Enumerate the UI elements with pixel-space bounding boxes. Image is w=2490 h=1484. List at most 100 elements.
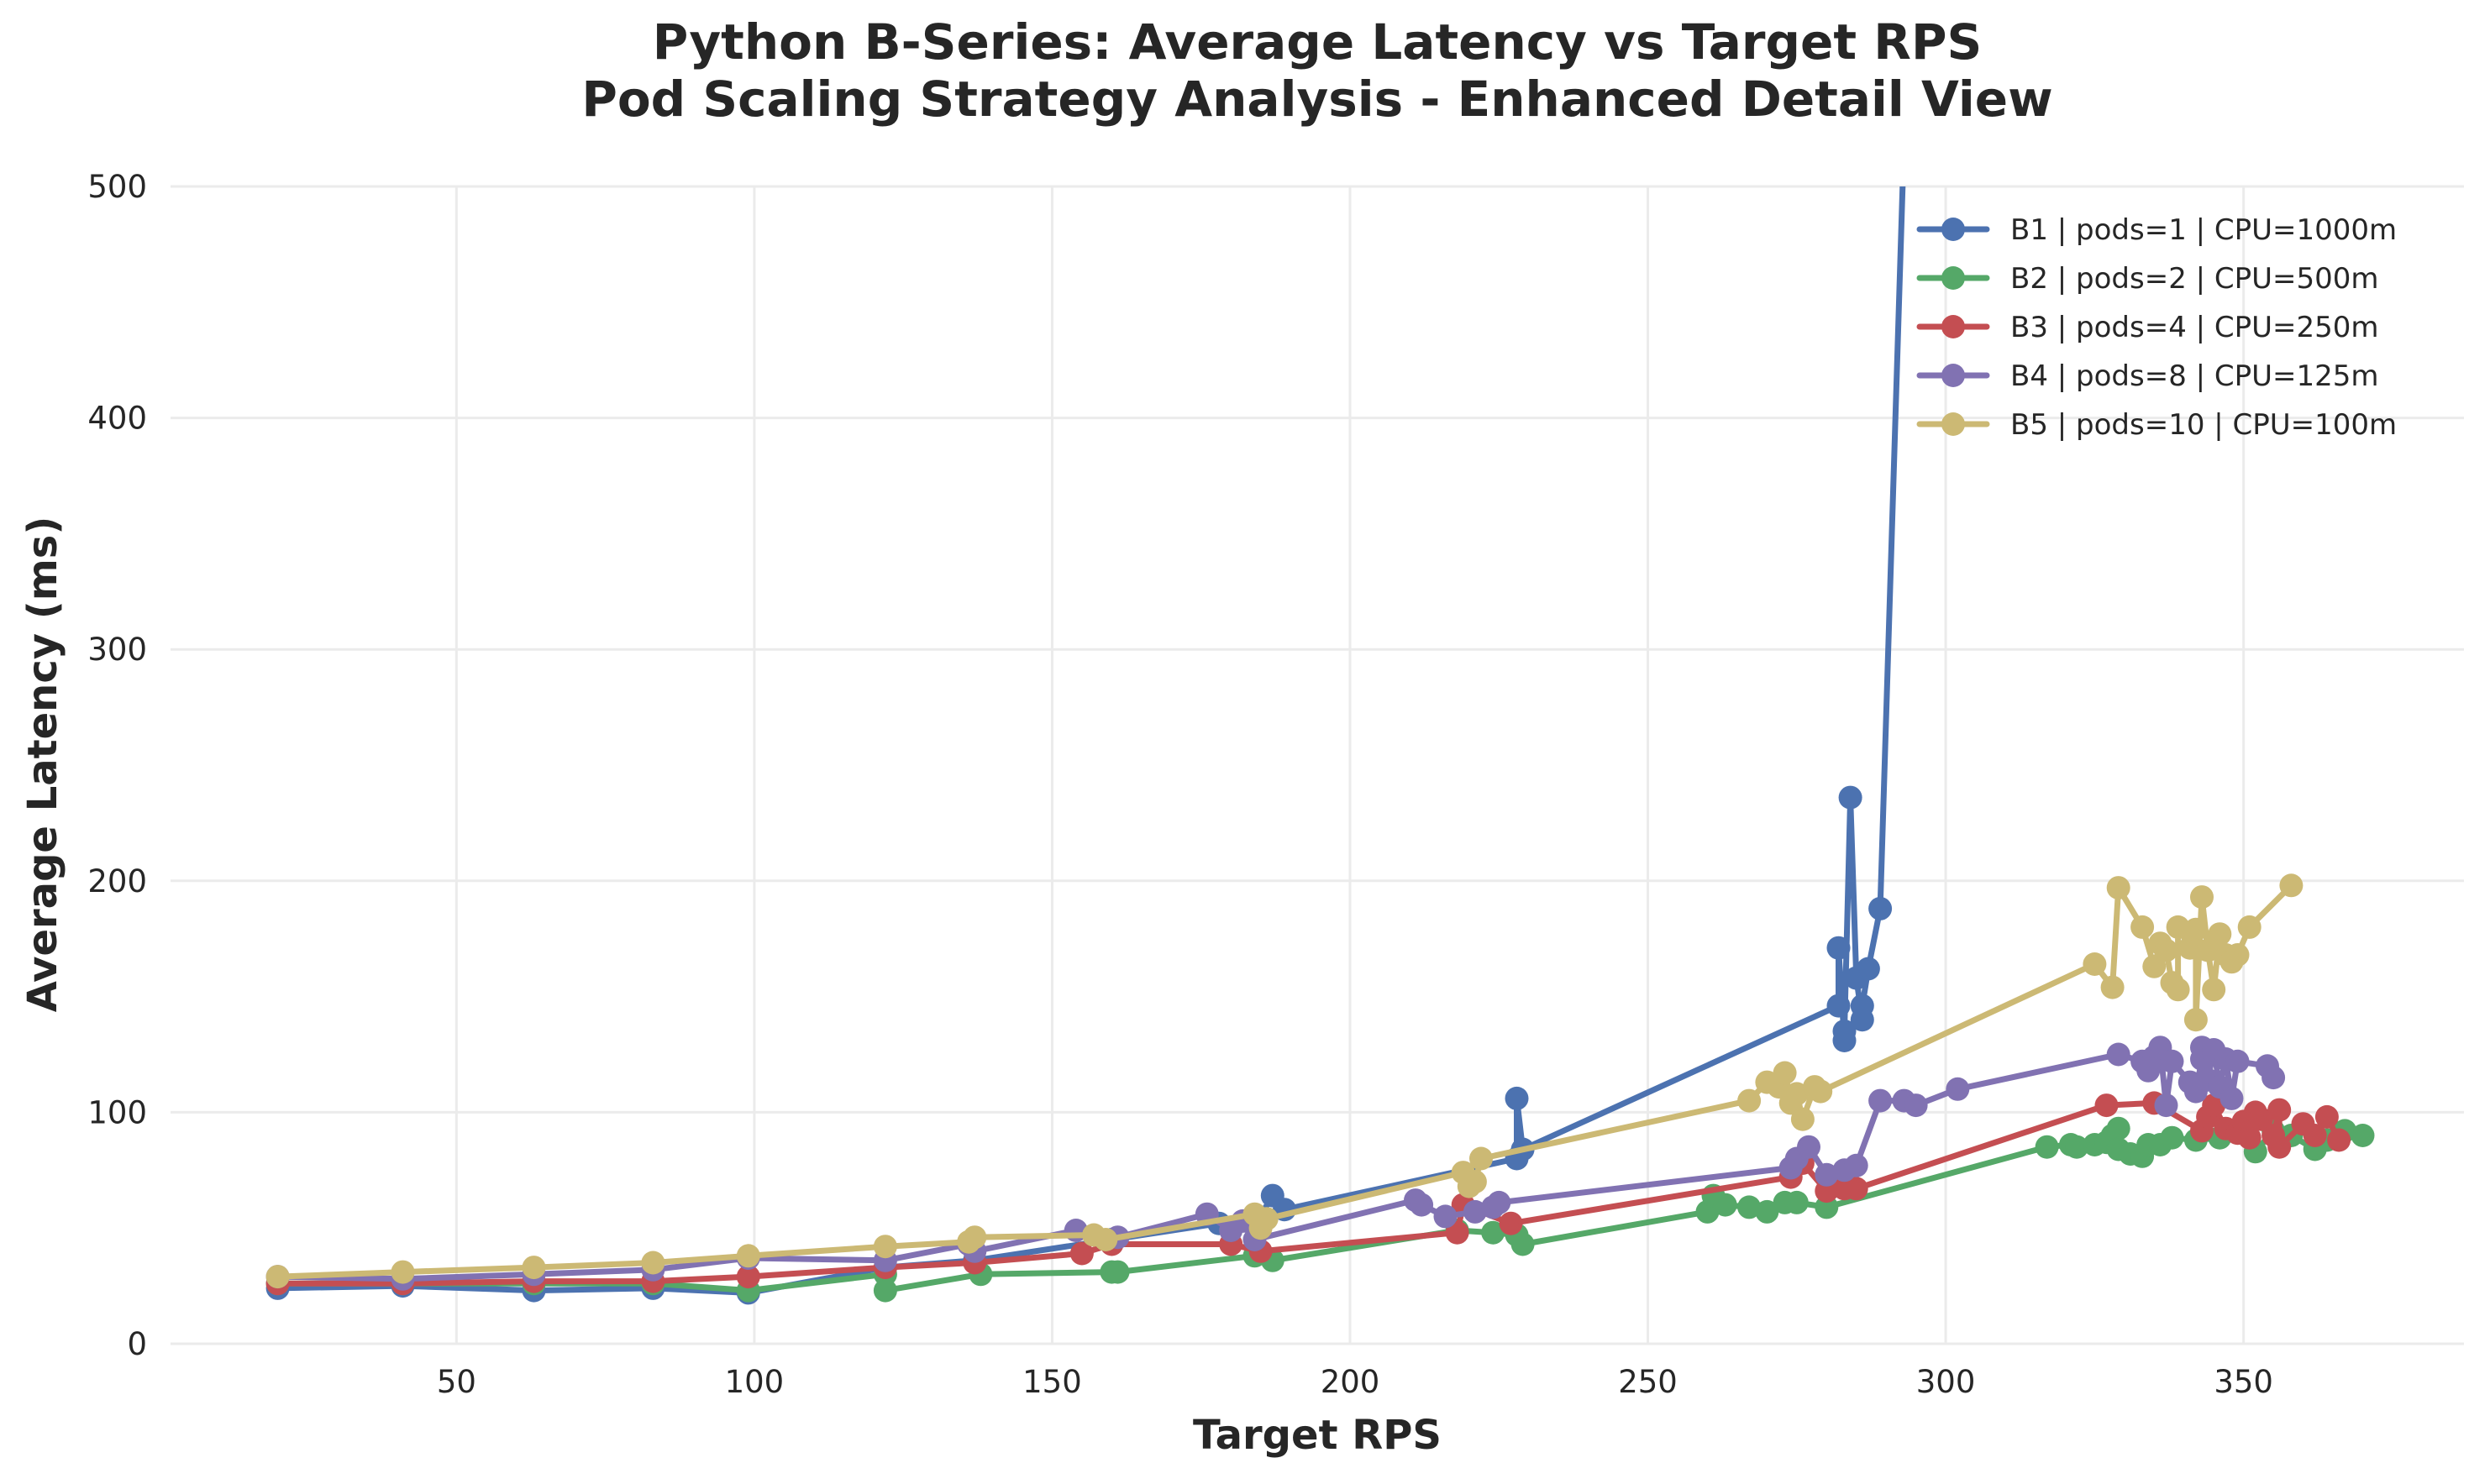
data-point — [1445, 1220, 1469, 1245]
axis-ticks: 50 100 150 200 250 300 350 0 100 200 300 400 500 — [87, 169, 2273, 1400]
data-point — [1487, 1190, 1511, 1214]
data-point — [2208, 922, 2232, 947]
data-point — [873, 1235, 897, 1259]
data-point — [1844, 1153, 1868, 1177]
x-tick-label: 50 — [437, 1364, 476, 1400]
data-point — [2035, 1135, 2059, 1159]
legend-item: B3 | pods=4 | CPU=250m — [1916, 311, 2379, 344]
data-point — [1463, 1199, 1487, 1224]
data-point — [1838, 785, 1862, 810]
data-point — [1893, 128, 1916, 152]
data-point — [1505, 1086, 1529, 1110]
data-point — [2202, 978, 2226, 1002]
data-point — [2261, 1066, 2286, 1090]
data-point — [1737, 1195, 1762, 1219]
data-point — [2190, 885, 2214, 910]
data-point — [1815, 1179, 1839, 1203]
data-point — [1463, 1170, 1487, 1194]
x-tick-label: 100 — [725, 1364, 785, 1400]
legend-swatch-marker — [1941, 364, 1965, 387]
y-tick-label: 100 — [87, 1094, 147, 1130]
legend-label: B1 | pods=1 | CPU=1000m — [2010, 213, 2397, 247]
data-point — [1815, 1195, 1839, 1219]
data-point — [1784, 1082, 1809, 1106]
data-point — [2166, 915, 2190, 939]
data-point — [1844, 1177, 1868, 1201]
y-tick-label: 200 — [87, 863, 147, 899]
data-point — [2154, 1093, 2178, 1118]
data-point — [963, 1225, 987, 1250]
data-point — [641, 1251, 665, 1275]
data-point — [1797, 1135, 1820, 1159]
data-point — [1815, 1162, 1839, 1187]
data-point — [2351, 1124, 2375, 1147]
y-tick-label: 500 — [87, 169, 147, 205]
legend-label: B3 | pods=4 | CPU=250m — [2010, 311, 2379, 344]
y-tick-label: 400 — [87, 401, 147, 437]
data-point — [1868, 1088, 1893, 1113]
data-point — [2219, 1086, 2244, 1110]
x-tick-label: 150 — [1022, 1364, 1082, 1400]
series-5 — [265, 873, 2304, 1289]
data-point — [1946, 1077, 1970, 1101]
data-point — [1773, 1061, 1797, 1085]
data-point — [1499, 1211, 1523, 1235]
data-point — [1809, 1079, 1833, 1104]
data-point — [1826, 994, 1851, 1018]
series-line — [275, 1044, 2277, 1282]
data-point — [1856, 957, 1880, 981]
legend-item: B4 | pods=8 | CPU=125m — [1916, 359, 2379, 393]
data-point — [1868, 896, 1893, 920]
data-point — [1904, 1093, 1928, 1118]
data-point — [1254, 1207, 1279, 1231]
data-point — [2083, 952, 2107, 976]
plot-area — [265, 128, 2375, 1305]
data-point — [1469, 1146, 1493, 1171]
data-point — [2327, 1128, 2351, 1152]
data-point — [2237, 915, 2261, 939]
legend-label: B4 | pods=8 | CPU=125m — [2010, 359, 2379, 393]
series-4 — [265, 1036, 2286, 1291]
data-point — [2154, 938, 2178, 962]
data-point — [1094, 1228, 1118, 1251]
data-point — [1832, 1019, 1857, 1043]
data-point — [2106, 1042, 2130, 1067]
data-point — [1410, 1193, 1434, 1217]
data-point — [2249, 1107, 2273, 1131]
data-point — [2166, 978, 2190, 1002]
data-point — [2196, 938, 2220, 962]
data-point — [2225, 943, 2250, 967]
chart-subtitle: Pod Scaling Strategy Analysis - Enhanced… — [581, 71, 2052, 128]
data-point — [1755, 1199, 1779, 1224]
data-point — [1510, 1232, 1535, 1256]
data-point — [391, 1260, 415, 1284]
y-axis-label: Average Latency (ms) — [19, 517, 66, 1013]
data-point — [1481, 1220, 1505, 1245]
data-point — [1713, 1193, 1737, 1217]
data-point — [2130, 915, 2155, 939]
chart-title: Python B-Series: Average Latency vs Targ… — [653, 13, 1983, 71]
data-point — [2267, 1135, 2292, 1159]
x-tick-label: 350 — [2214, 1364, 2273, 1400]
data-point — [736, 1244, 760, 1268]
data-point — [2160, 1125, 2184, 1150]
data-point — [1784, 1190, 1809, 1214]
y-tick-label: 300 — [87, 632, 147, 668]
data-point — [2065, 1135, 2089, 1159]
legend-swatch-marker — [1941, 266, 1965, 290]
data-point — [2237, 1125, 2261, 1150]
legend-swatch-marker — [1941, 218, 1965, 241]
data-point — [2279, 873, 2304, 898]
data-point — [1850, 994, 1874, 1018]
data-point — [736, 1265, 760, 1289]
y-tick-label: 0 — [127, 1326, 147, 1362]
data-point — [2303, 1124, 2327, 1147]
data-point — [2094, 1093, 2119, 1118]
data-point — [2106, 876, 2130, 900]
data-point — [2100, 975, 2125, 999]
data-point — [2160, 1049, 2184, 1073]
data-point — [1433, 1204, 1458, 1229]
data-point — [2225, 1049, 2250, 1073]
